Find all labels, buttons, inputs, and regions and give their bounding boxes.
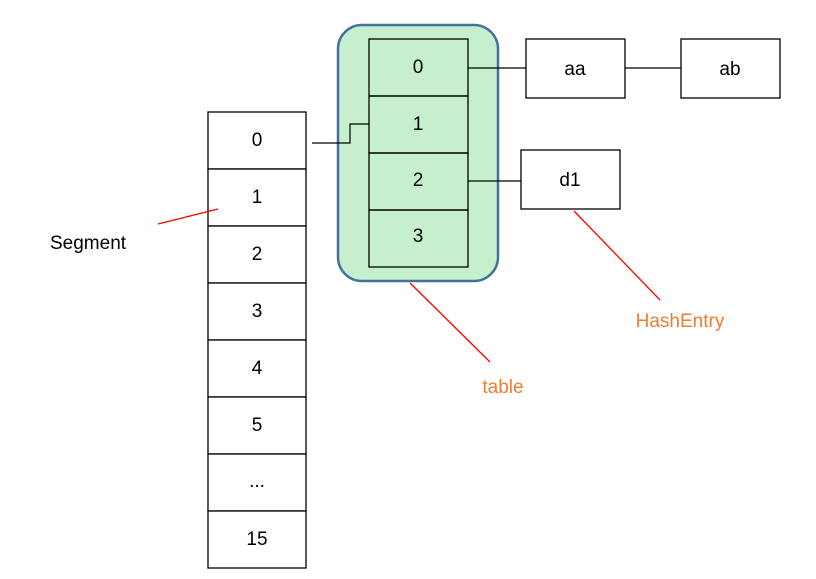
segment-cell-text: ... — [249, 471, 265, 492]
segment-cell-text: 2 — [252, 244, 263, 265]
segment-cell-text: 4 — [252, 358, 263, 379]
hashentry-label: HashEntry — [636, 311, 725, 332]
table-array: 0 1 2 3 — [336, 23, 500, 283]
table-cell-3 — [368, 209, 469, 268]
segment-array: 0 1 2 3 4 5 ... 15 — [207, 111, 307, 569]
segment-label: Segment — [50, 233, 127, 254]
segment-cell-1 — [207, 168, 307, 227]
segment-cell-5 — [207, 396, 307, 455]
hash-entries: aa ab d1 — [520, 38, 781, 210]
table-pointer-line — [409, 282, 491, 363]
segment-cell-2 — [207, 225, 307, 284]
connectors — [312, 67, 681, 182]
table-cell-text: 3 — [413, 226, 424, 247]
table-cell-text: 0 — [413, 57, 424, 78]
hashentry-pointer-line — [573, 210, 661, 301]
hash-entry-text: d1 — [559, 170, 580, 191]
table-label: table — [482, 377, 523, 398]
segment-cell-text: 0 — [252, 130, 263, 151]
segment-cell-3 — [207, 282, 307, 341]
segment-cell-text: 5 — [252, 415, 263, 436]
hash-entry-text: aa — [564, 59, 586, 80]
segment-cell-15 — [207, 510, 307, 569]
segment-cell-text: 1 — [252, 187, 263, 208]
hash-entry-d1 — [520, 149, 621, 210]
pointer-lines — [157, 208, 661, 363]
segment-pointer-line — [157, 208, 219, 225]
hash-entry-aa — [525, 38, 626, 99]
segment-to-table-line — [312, 123, 369, 144]
table-cell-text: 1 — [413, 114, 424, 135]
segment-cell-text: 15 — [246, 529, 267, 550]
table-cell-text: 2 — [413, 170, 424, 191]
segment-cell-0 — [207, 111, 307, 170]
hash-entry-text: ab — [719, 59, 740, 80]
segment-cell-text: 3 — [252, 301, 263, 322]
